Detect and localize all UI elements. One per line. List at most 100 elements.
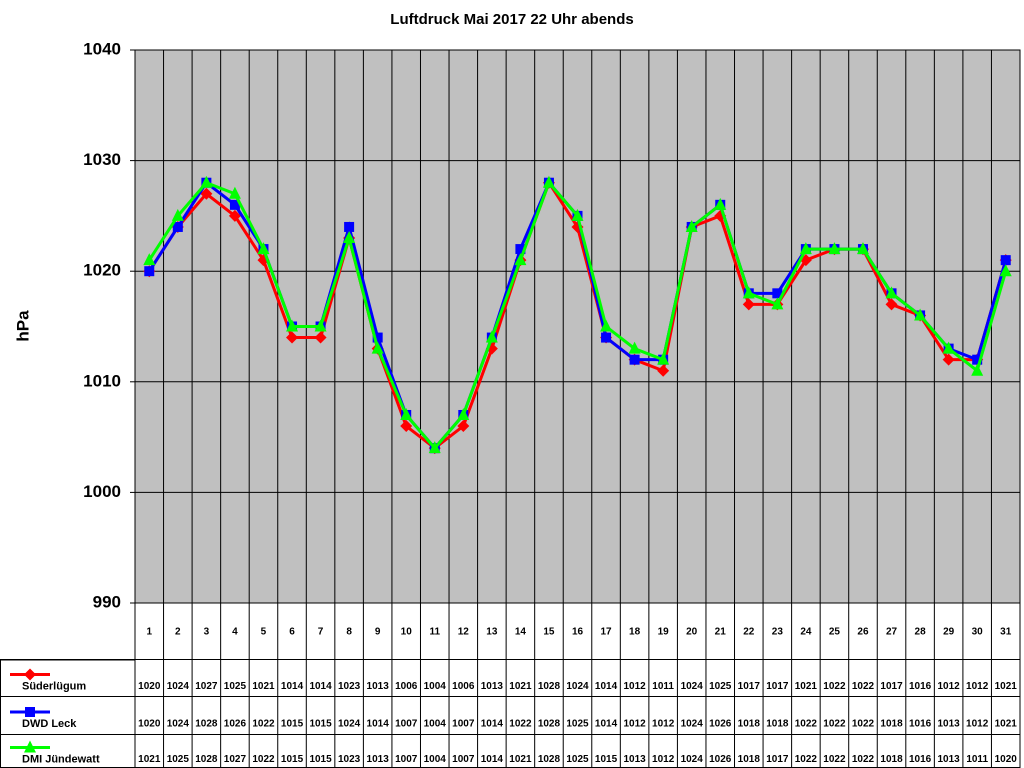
marker — [772, 288, 783, 299]
x-tick-label: 29 — [943, 627, 955, 638]
table-value: 1016 — [909, 719, 932, 730]
table-value: 1015 — [281, 719, 304, 730]
table-value: 1014 — [481, 754, 504, 765]
table-value: 1016 — [909, 754, 932, 765]
table-value: 1023 — [338, 681, 361, 692]
table-value: 1017 — [738, 681, 761, 692]
table-value: 1011 — [652, 681, 674, 692]
marker — [457, 420, 470, 433]
table-value: 1024 — [167, 681, 190, 692]
marker — [942, 341, 955, 354]
table-value: 1012 — [966, 719, 989, 730]
plot-area — [134, 49, 1021, 604]
table-value: 1007 — [452, 719, 475, 730]
table-value: 1022 — [823, 681, 846, 692]
marker — [742, 298, 755, 311]
marker — [657, 364, 670, 377]
legend-label: Süderlügum — [22, 680, 86, 692]
marker — [228, 209, 241, 222]
marker — [601, 332, 612, 343]
table-value: 1012 — [623, 719, 646, 730]
x-tick-label: 22 — [743, 627, 755, 638]
table-value: 1018 — [880, 754, 903, 765]
marker — [999, 264, 1012, 277]
x-tick-label: 13 — [486, 627, 498, 638]
x-tick-label: 17 — [600, 627, 612, 638]
table-value: 1014 — [595, 719, 618, 730]
table-value: 1012 — [966, 681, 989, 692]
marker — [257, 242, 270, 255]
marker — [657, 352, 670, 365]
marker — [685, 219, 698, 232]
x-tick-label: 4 — [232, 627, 238, 638]
marker — [286, 319, 299, 332]
table-value: 1004 — [424, 719, 447, 730]
marker — [229, 199, 240, 210]
x-tick-label: 26 — [857, 627, 869, 638]
marker — [885, 298, 898, 311]
table-value: 1021 — [138, 754, 161, 765]
marker — [856, 242, 869, 255]
x-tick-label: 24 — [800, 627, 812, 638]
x-tick-label: 15 — [543, 627, 555, 638]
table-value: 1012 — [652, 719, 675, 730]
x-tick-label: 20 — [686, 627, 698, 638]
x-tick-label: 23 — [772, 627, 784, 638]
marker — [372, 332, 383, 343]
table-value: 1028 — [538, 719, 561, 730]
x-tick-label: 2 — [175, 627, 181, 638]
table-value: 1021 — [795, 681, 818, 692]
x-tick-label: 27 — [886, 627, 898, 638]
table-value: 1013 — [367, 754, 390, 765]
table-value: 1012 — [652, 754, 675, 765]
marker — [24, 668, 36, 681]
table-value: 1015 — [281, 754, 304, 765]
table-value: 1004 — [424, 681, 447, 692]
x-tick-label: 11 — [429, 627, 440, 638]
table-value: 1022 — [823, 719, 846, 730]
table-value: 1022 — [823, 754, 846, 765]
marker — [400, 420, 413, 433]
table-value: 1013 — [481, 681, 504, 692]
marker — [143, 253, 156, 266]
table-value: 1026 — [224, 719, 247, 730]
y-tick-label: 1040 — [83, 39, 121, 58]
x-tick-label: 19 — [658, 627, 670, 638]
table-value: 1014 — [595, 681, 618, 692]
table-value: 1022 — [795, 719, 818, 730]
table-value: 1028 — [195, 754, 218, 765]
marker — [428, 441, 441, 454]
marker — [542, 175, 555, 188]
x-tick-label: 16 — [572, 627, 584, 638]
x-tick-label: 12 — [458, 627, 470, 638]
table-value: 1022 — [852, 754, 875, 765]
x-tick-label: 9 — [375, 627, 381, 638]
table-value: 1021 — [995, 719, 1018, 730]
table-value: 1027 — [195, 681, 218, 692]
table-value: 1028 — [538, 681, 561, 692]
table-value: 1025 — [224, 681, 247, 692]
table-value: 1024 — [681, 754, 704, 765]
x-tick-label: 31 — [1000, 627, 1012, 638]
marker — [942, 353, 955, 366]
table-value: 1025 — [167, 754, 190, 765]
table-value: 1020 — [138, 719, 161, 730]
table-value: 1021 — [252, 681, 275, 692]
table-value: 1024 — [167, 719, 190, 730]
marker — [144, 266, 155, 277]
table-value: 1012 — [938, 681, 961, 692]
marker — [314, 319, 327, 332]
marker — [771, 297, 784, 310]
table-value: 1024 — [566, 681, 589, 692]
table-value: 1018 — [738, 719, 761, 730]
table-value: 1006 — [452, 681, 475, 692]
table-value: 1014 — [367, 719, 390, 730]
x-tick-label: 21 — [715, 627, 727, 638]
table-value: 1014 — [281, 681, 304, 692]
marker — [515, 244, 526, 255]
table-value: 1025 — [709, 681, 732, 692]
marker — [628, 341, 641, 354]
table-value: 1018 — [738, 754, 761, 765]
x-tick-label: 8 — [346, 627, 352, 638]
x-tick-label: 18 — [629, 627, 641, 638]
